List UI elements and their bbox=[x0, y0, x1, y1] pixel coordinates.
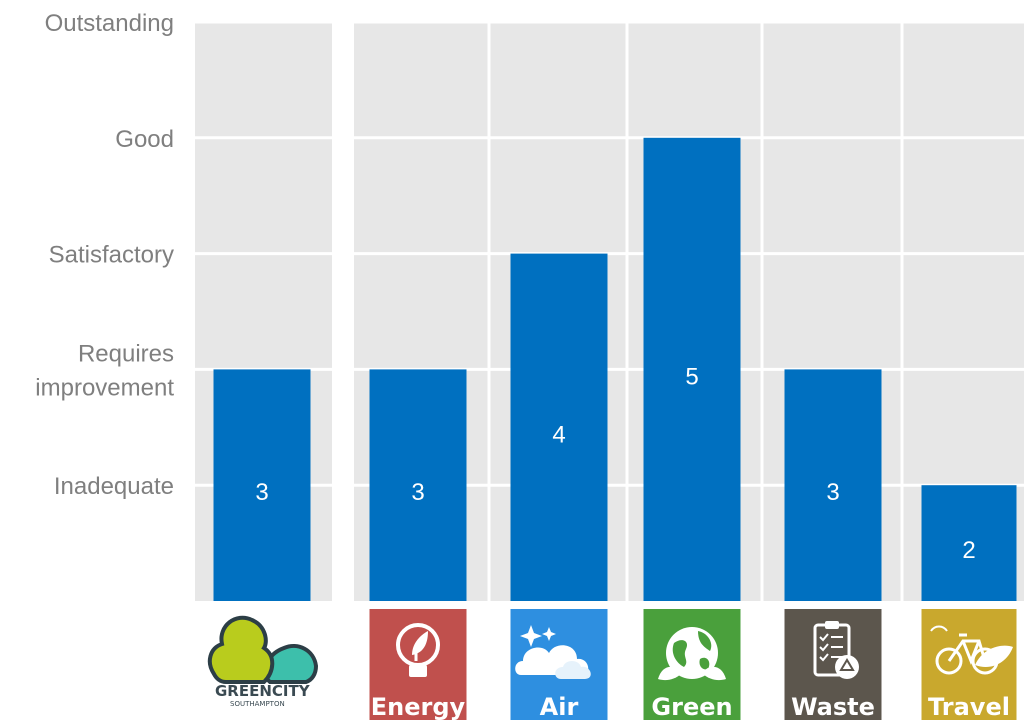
svg-text:GREENCITY: GREENCITY bbox=[215, 682, 311, 700]
value-label-energy: 3 bbox=[411, 479, 424, 506]
lightbulb-leaf-icon bbox=[396, 623, 440, 677]
y-tick-label: Inadequate bbox=[54, 473, 174, 500]
greencity-word-green: GREEN bbox=[215, 682, 272, 700]
bars bbox=[213, 137, 1017, 602]
cloud-sparkle-icon bbox=[515, 625, 591, 679]
bar-waste bbox=[784, 369, 882, 601]
tile-label: Energy bbox=[371, 693, 466, 720]
tile-label: Travel bbox=[928, 693, 1010, 720]
earth-leaves-icon bbox=[658, 627, 726, 681]
plot-panels bbox=[195, 22, 1024, 601]
tile-travel: Travel bbox=[921, 609, 1017, 720]
value-label-green: 5 bbox=[685, 363, 698, 390]
category-tiles: Energy Air Green Waste Travel bbox=[369, 609, 1017, 720]
greencity-sub: SOUTHAMPTON bbox=[230, 700, 285, 708]
value-label-travel: 2 bbox=[962, 537, 975, 564]
greencity-word-city: CITY bbox=[272, 682, 311, 700]
tile-green: Green bbox=[643, 609, 741, 720]
bar-air bbox=[510, 253, 608, 601]
tile-label: Air bbox=[540, 693, 579, 720]
y-tick-label: Satisfactory bbox=[49, 242, 174, 269]
bicycle-leaf-icon bbox=[930, 625, 1013, 675]
tile-waste: Waste bbox=[784, 609, 882, 720]
cloud-logo-icon bbox=[207, 615, 319, 684]
value-label-waste: 3 bbox=[826, 479, 839, 506]
y-tick-label: Requires bbox=[78, 340, 174, 367]
tile-label: Green bbox=[651, 693, 732, 720]
value-label-air: 4 bbox=[552, 421, 565, 448]
value-labels: 3 3 4 5 3 2 bbox=[255, 363, 975, 564]
tile-label: Waste bbox=[791, 693, 875, 720]
tile-air: Air bbox=[510, 609, 608, 720]
bar-greencity bbox=[213, 369, 311, 601]
y-tick-label: Outstanding bbox=[45, 10, 174, 37]
y-tick-label: Good bbox=[115, 126, 174, 153]
greencity-logo: GREENCITY SOUTHAMPTON bbox=[207, 615, 319, 708]
clipboard-recycle-icon bbox=[813, 621, 859, 679]
y-tick-label: improvement bbox=[35, 374, 174, 401]
value-label-greencity: 3 bbox=[255, 479, 268, 506]
bar-green bbox=[643, 137, 741, 602]
bar-travel bbox=[921, 485, 1017, 601]
bar-energy bbox=[369, 369, 467, 601]
y-axis-labels: Inadequate Requires improvement Satisfactor… bbox=[35, 10, 174, 500]
tile-energy: Energy bbox=[369, 609, 467, 720]
